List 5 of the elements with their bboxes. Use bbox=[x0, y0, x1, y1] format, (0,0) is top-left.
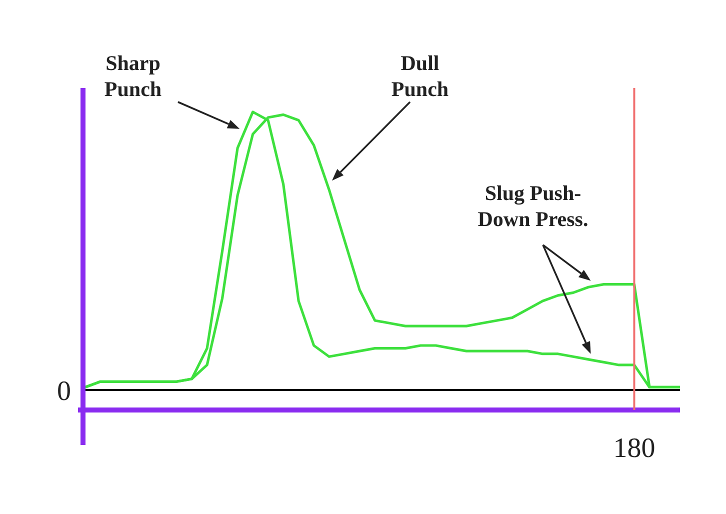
annotation: Slug Push-Down Press. bbox=[478, 181, 588, 231]
text: 180 bbox=[613, 433, 656, 464]
text: Sharp Punch bbox=[104, 51, 162, 101]
text: 0 bbox=[57, 376, 71, 407]
text: Dull Punch bbox=[391, 51, 449, 101]
